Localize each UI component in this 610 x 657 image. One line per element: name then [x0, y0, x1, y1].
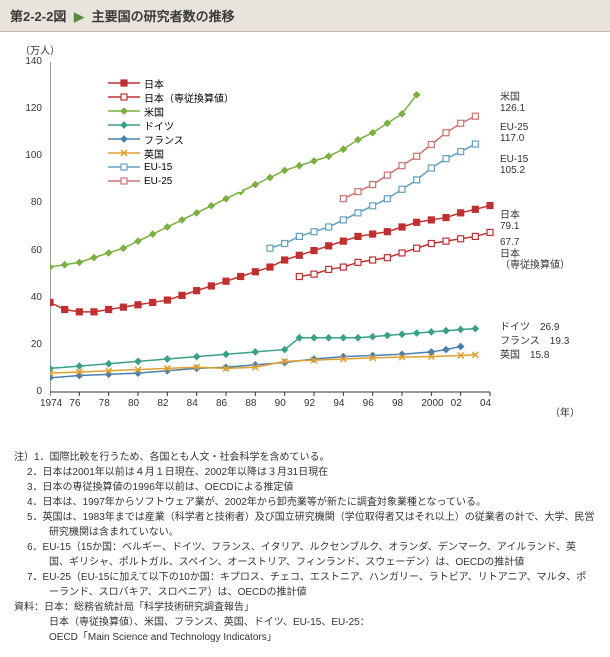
legend-label: EU-15	[144, 162, 172, 173]
series-end-label: 英国 15.8	[500, 350, 549, 361]
x-tick-label: 82	[157, 398, 168, 409]
legend-item: 米国	[108, 104, 234, 118]
note-line: 注）1．国際比較を行うため、各国とも人文・社会科学を含めている。	[14, 450, 596, 465]
y-tick-label: 140	[12, 56, 42, 67]
legend-label: 英国	[144, 146, 164, 161]
note-line: 2．日本は2001年以前は４月１日現在、2002年以降は３月31日現在	[14, 465, 596, 480]
legend-label: 日本（専従換算値）	[144, 90, 234, 105]
x-tick-label: 76	[69, 398, 80, 409]
x-tick-label: 1974	[40, 398, 62, 409]
source-line: 資料：日本：総務省統計局「科学技術研究調査報告」	[14, 600, 596, 615]
series-end-label: 67.7	[500, 237, 519, 248]
legend-item: フランス	[108, 132, 234, 146]
x-tick-label: 80	[128, 398, 139, 409]
x-tick-label: 88	[245, 398, 256, 409]
notes-section: 注）1．国際比較を行うため、各国とも人文・社会科学を含めている。2．日本は200…	[14, 450, 596, 645]
legend-label: 米国	[144, 104, 164, 119]
legend-item: EU-25	[108, 174, 234, 188]
note-line: 6．EU-15（15か国：ベルギー、ドイツ、フランス、イタリア、ルクセンブルク、…	[14, 540, 596, 570]
x-tick-label: 90	[275, 398, 286, 409]
x-tick-label: 98	[392, 398, 403, 409]
legend-item: 英国	[108, 146, 234, 160]
title-arrow-icon: ▶	[74, 9, 84, 24]
source-line: 日本（専従換算値）、米国、フランス、英国、ドイツ、EU-15、EU-25：	[14, 615, 596, 630]
legend-label: EU-25	[144, 176, 172, 187]
legend-item: 日本（専従換算値）	[108, 90, 234, 104]
figure-title-bar: 第2-2-2図 ▶ 主要国の研究者数の推移	[0, 0, 610, 32]
note-line: 5．英国は、1983年までは産業（科学者と技術者）及び国立研究機関（学位取得者又…	[14, 510, 596, 540]
y-axis-unit: （万人）	[20, 42, 60, 57]
legend-item: EU-15	[108, 160, 234, 174]
legend-label: 日本	[144, 76, 164, 91]
x-tick-label: 02	[451, 398, 462, 409]
legend-label: ドイツ	[144, 118, 174, 133]
x-tick-label: 94	[333, 398, 344, 409]
legend: 日本日本（専従換算値）米国ドイツフランス英国EU-15 EU-25	[100, 72, 242, 192]
x-tick-label: 92	[304, 398, 315, 409]
y-tick-label: 60	[12, 245, 42, 256]
x-tick-label: 96	[363, 398, 374, 409]
series-end-label: EU-25117.0	[500, 122, 528, 144]
y-tick-label: 120	[12, 103, 42, 114]
series-end-label: ドイツ 26.9	[500, 322, 559, 333]
figure-container: 第2-2-2図 ▶ 主要国の研究者数の推移 （万人） 日本日本（専従換算値）米国…	[0, 0, 610, 645]
figure-number: 第2-2-2図	[10, 9, 66, 24]
y-tick-label: 20	[12, 339, 42, 350]
x-tick-label: 84	[187, 398, 198, 409]
series-end-label: 日本（専従換算値）	[500, 249, 570, 271]
series-end-label: 日本79.1	[500, 210, 520, 232]
y-tick-label: 0	[12, 386, 42, 397]
source-line: OECD「Main Science and Technology Indicat…	[14, 630, 596, 645]
series-end-label: 米国126.1	[500, 92, 525, 114]
note-line: 3．日本の専従換算値の1996年以前は、OECDによる推定値	[14, 480, 596, 495]
x-tick-label: 86	[216, 398, 227, 409]
legend-item: 日本	[108, 76, 234, 90]
x-axis-unit: （年）	[550, 404, 580, 419]
x-tick-label: 2000	[421, 398, 443, 409]
series-end-label: EU-15105.2	[500, 154, 528, 176]
chart-area: （万人） 日本日本（専従換算値）米国ドイツフランス英国EU-15EU-25 （年…	[10, 42, 600, 442]
note-line: 7．EU-25（EU-15に加えて以下の10か国：キプロス、チェコ、エストニア、…	[14, 570, 596, 600]
series-end-label: フランス 19.3	[500, 336, 569, 347]
legend-item: ドイツ	[108, 118, 234, 132]
note-line: 4．日本は、1997年からソフトウェア業が、2002年から卸売業等が新たに調査対…	[14, 495, 596, 510]
y-tick-label: 80	[12, 197, 42, 208]
y-tick-label: 100	[12, 150, 42, 161]
y-tick-label: 40	[12, 292, 42, 303]
x-tick-label: 78	[99, 398, 110, 409]
x-tick-label: 04	[480, 398, 491, 409]
figure-title: 主要国の研究者数の推移	[92, 9, 235, 24]
legend-label: フランス	[144, 132, 184, 147]
